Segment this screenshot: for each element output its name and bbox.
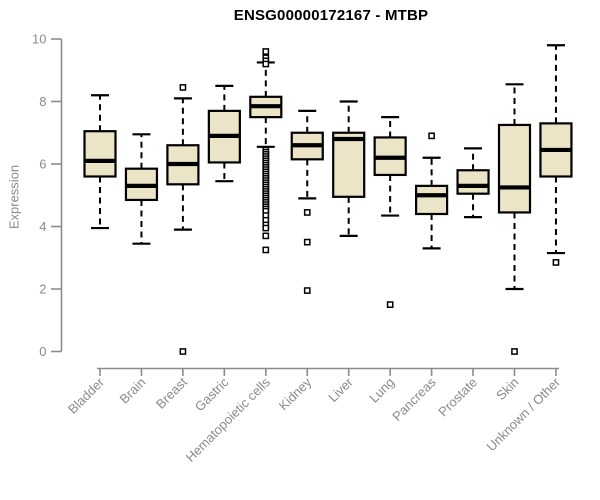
- x-category-label: Brain: [116, 375, 148, 407]
- box-skin: [497, 83, 532, 355]
- chart-title: ENSG00000172167 - MTBP: [233, 7, 429, 24]
- box-pancreas: [415, 132, 449, 250]
- y-tick-label: 4: [39, 219, 46, 234]
- box-brain: [124, 133, 159, 245]
- x-category-label: Skin: [493, 375, 521, 403]
- iqr-box: [415, 184, 449, 216]
- x-category-label: Pancreas: [389, 374, 439, 424]
- y-tick-label: 0: [39, 344, 46, 359]
- outlier-point: [303, 209, 311, 216]
- outlier-point: [552, 259, 560, 266]
- y-axis: 0 2 4 6 8 10: [32, 32, 63, 359]
- iqr-box: [83, 130, 117, 178]
- outlier-point: [303, 287, 311, 294]
- x-category-label: Liver: [325, 374, 356, 405]
- x-category-label: Unknown / Other: [483, 374, 563, 454]
- outlier-point: [262, 60, 270, 68]
- x-category-label: Breast: [153, 374, 190, 411]
- x-category-label: Lung: [366, 375, 397, 406]
- outlier-point: [386, 301, 394, 308]
- y-tick-label: 2: [39, 282, 46, 297]
- box-gastric: [207, 84, 241, 183]
- x-category-label: Gastric: [192, 374, 232, 414]
- y-tick-label: 10: [32, 32, 46, 47]
- outlier-point: [262, 246, 270, 254]
- box-breast: [166, 84, 200, 355]
- x-category-label: Kidney: [276, 374, 315, 413]
- box-unknown-other: [539, 44, 573, 266]
- box-liver: [332, 100, 366, 237]
- x-category-label: Bladder: [65, 374, 108, 417]
- box-lung: [373, 116, 407, 308]
- outlier-point: [262, 224, 270, 232]
- y-tick-label: 6: [39, 157, 46, 172]
- box-kidney: [290, 109, 324, 294]
- x-category-label: Prostate: [435, 375, 480, 420]
- outlier-point: [511, 348, 518, 355]
- iqr-box: [456, 169, 490, 195]
- outlier-point: [179, 348, 187, 355]
- iqr-box: [497, 123, 532, 214]
- box-bladder: [83, 94, 117, 230]
- outlier-point: [303, 238, 311, 246]
- box-hematopoietic-cells: [249, 48, 283, 254]
- outlier-point: [262, 232, 270, 240]
- box-prostate: [456, 147, 490, 219]
- iqr-box: [332, 131, 366, 198]
- outlier-point: [428, 132, 435, 140]
- y-tick-label: 8: [39, 94, 46, 109]
- outlier-point: [262, 48, 270, 55]
- outlier-point: [179, 84, 187, 91]
